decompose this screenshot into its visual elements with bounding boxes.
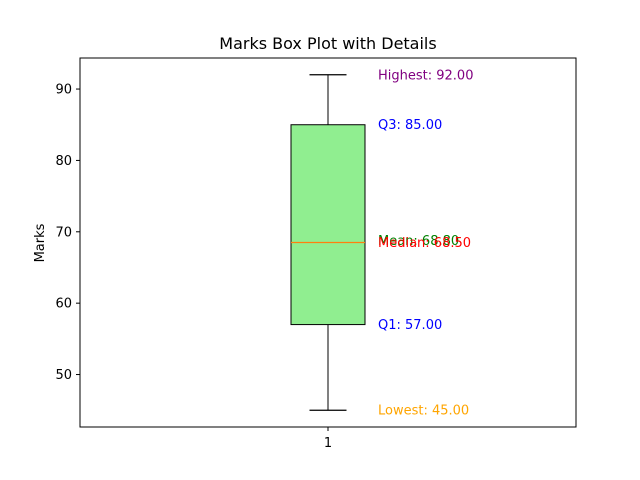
y-tick-label: 50 bbox=[55, 368, 72, 383]
plot-area: 50 60 70 80 90 1 Highest: 92.00 Q3: 85.00 Mean: … bbox=[55, 57, 577, 451]
annotation-q1: Q1: 57.00 bbox=[378, 318, 442, 333]
y-tick-label: 90 bbox=[55, 83, 72, 98]
y-tick-label: 70 bbox=[55, 225, 72, 240]
y-tick-label: 60 bbox=[55, 297, 72, 312]
annotation-median: Median: 68.50 bbox=[378, 236, 471, 251]
box-q1-q3 bbox=[290, 124, 366, 326]
annotation-min: Lowest: 45.00 bbox=[378, 404, 469, 419]
y-tick-label: 80 bbox=[55, 154, 72, 169]
chart-title: Marks Box Plot with Details bbox=[219, 34, 436, 53]
y-axis-label: Marks bbox=[33, 223, 48, 262]
x-tick-label: 1 bbox=[324, 436, 332, 451]
annotation-q3: Q3: 85.00 bbox=[378, 118, 442, 133]
annotation-mean: Mean: 68.80 bbox=[378, 234, 459, 249]
annotation-max: Highest: 92.00 bbox=[378, 68, 473, 83]
